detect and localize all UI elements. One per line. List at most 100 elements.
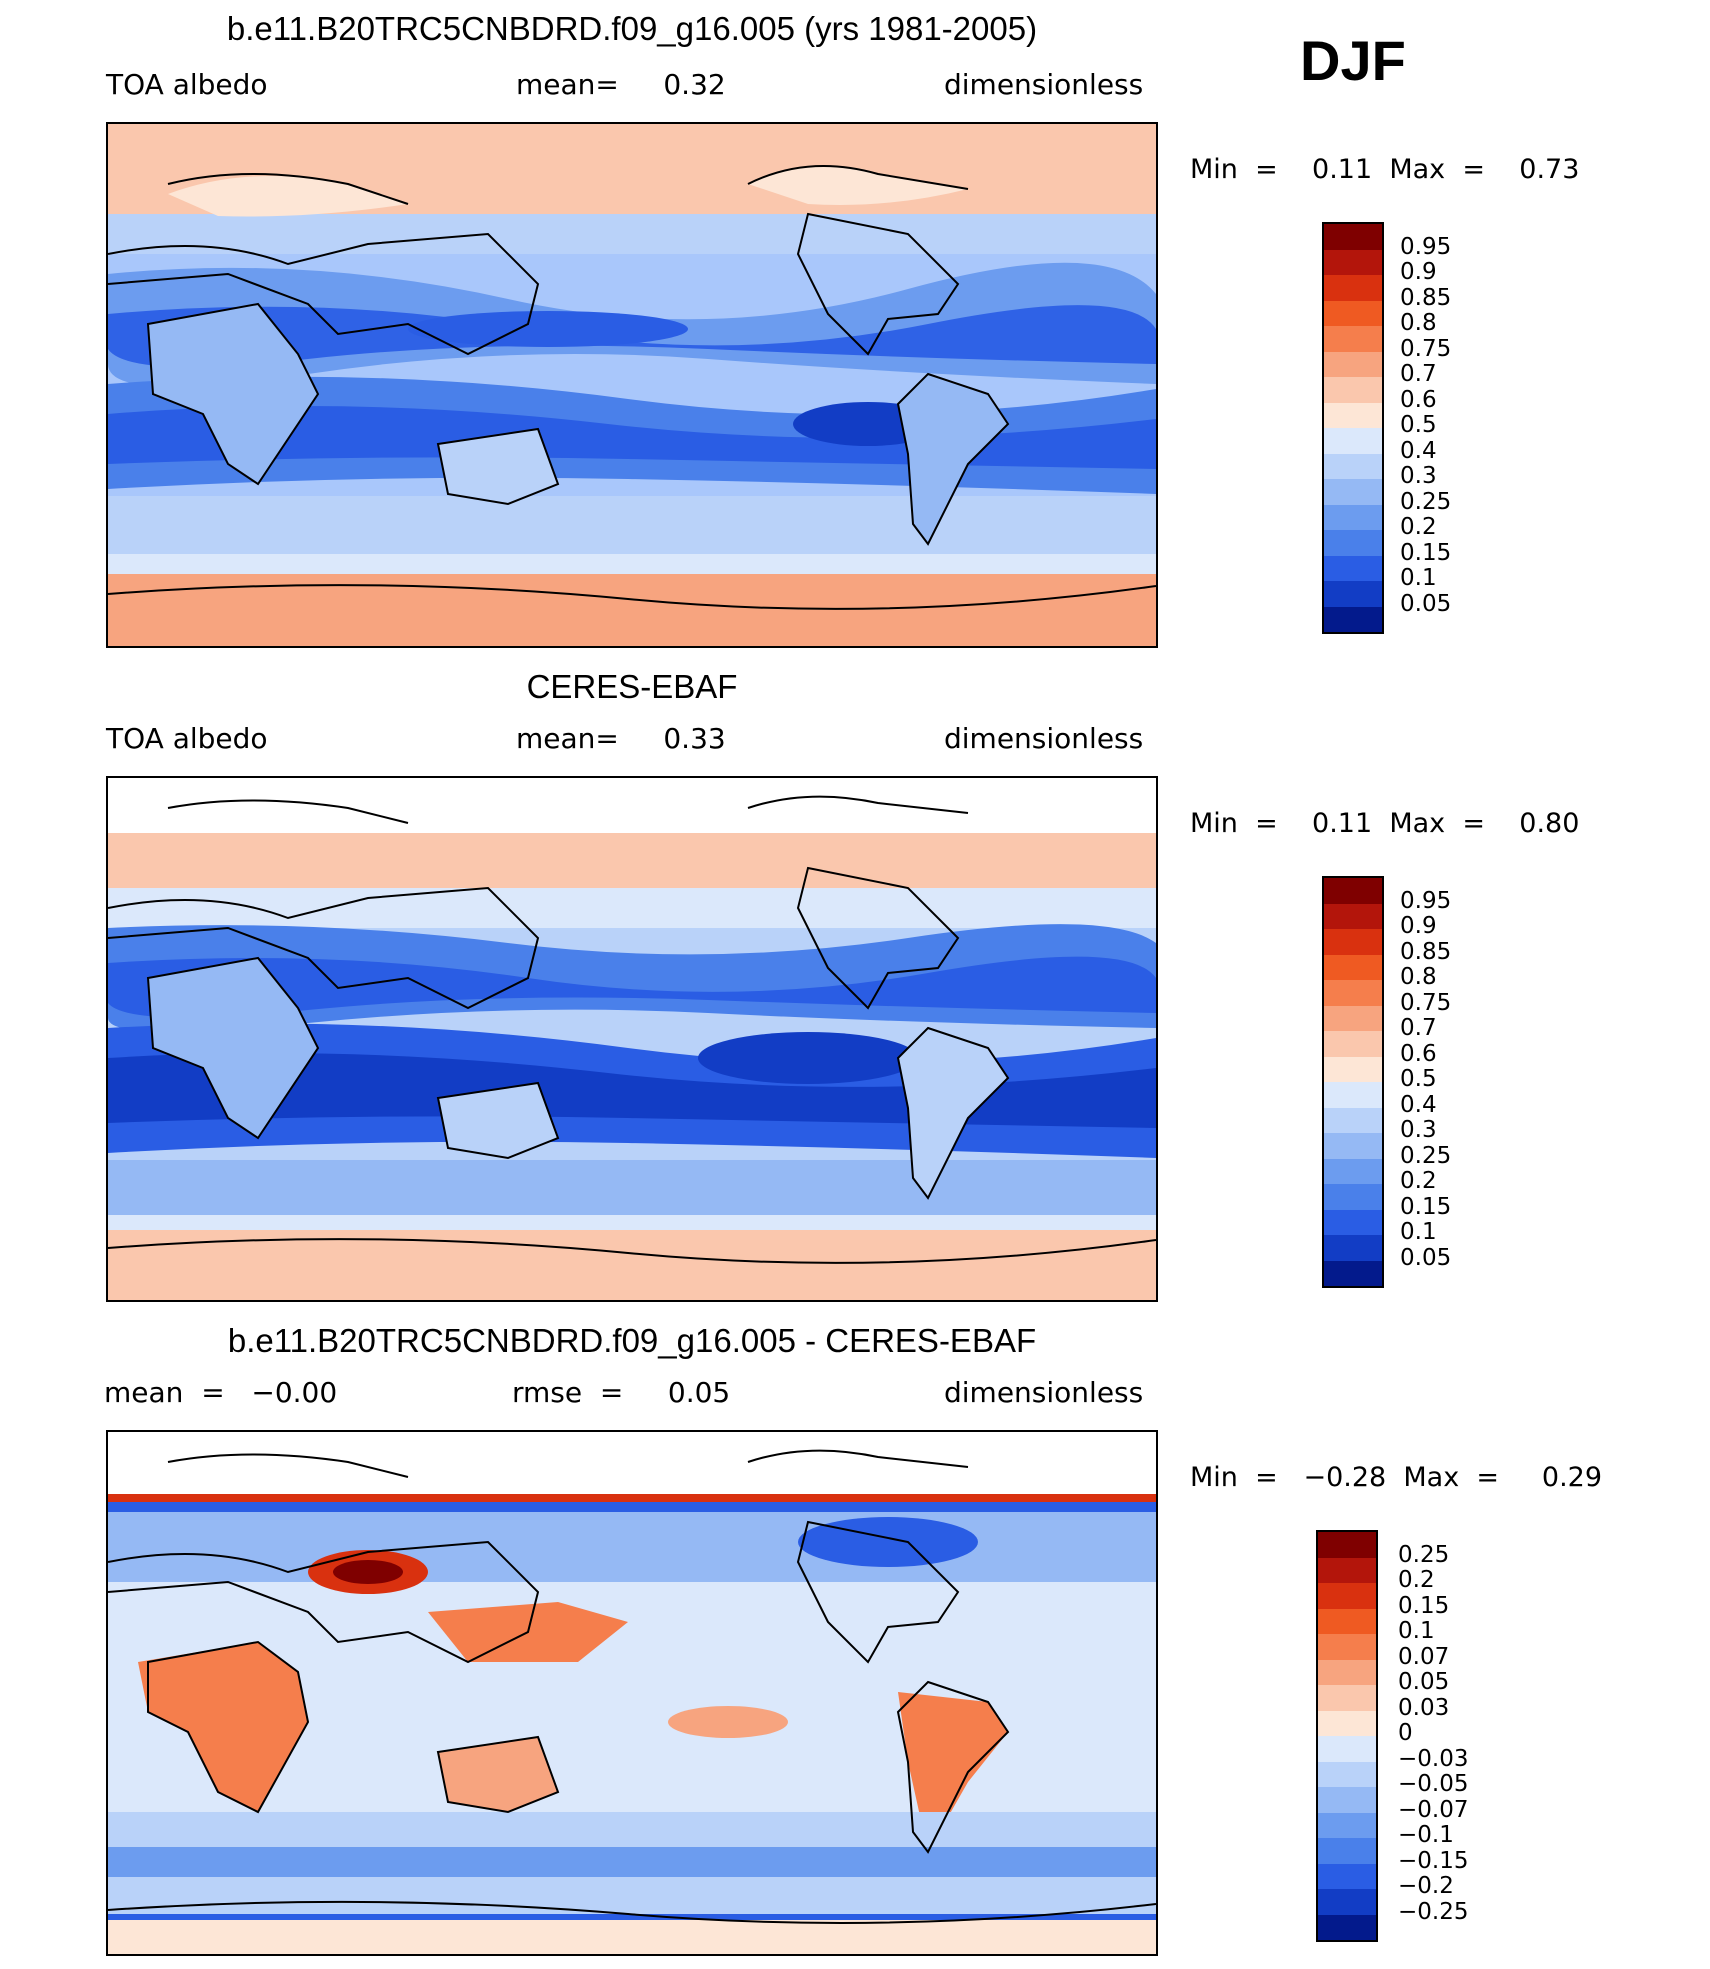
colorbar-box xyxy=(1318,1583,1376,1610)
colorbar-box xyxy=(1318,1812,1376,1839)
colorbar-tick-label: 0.8 xyxy=(1400,310,1437,336)
panel2-max-value: 0.80 xyxy=(1519,808,1580,839)
colorbar-box xyxy=(1324,402,1382,429)
panel1-units-label: dimensionless xyxy=(944,68,1144,101)
panel1-minmax: Min = 0.11 Max = 0.73 xyxy=(1190,154,1579,185)
colorbar-tick-label: 0.5 xyxy=(1400,1066,1437,1092)
colorbar-tick-label: 0.2 xyxy=(1400,514,1437,540)
panel2-variable-label: TOA albedo xyxy=(106,722,268,755)
panel2-units-label: dimensionless xyxy=(944,722,1144,755)
colorbar-tick-label: 0.75 xyxy=(1400,335,1452,362)
colorbar-box xyxy=(1324,530,1382,557)
panel3-colorbar xyxy=(1316,1530,1378,1942)
colorbar-tick-label: −0.1 xyxy=(1398,1822,1454,1848)
colorbar-tick-label: 0.95 xyxy=(1400,887,1452,914)
colorbar-tick-label: 0.05 xyxy=(1398,1669,1450,1695)
panel1-max-label: Max = xyxy=(1389,154,1485,185)
colorbar-box xyxy=(1318,1736,1376,1763)
colorbar-tick-label: 0.7 xyxy=(1400,361,1437,387)
panel2-min-label: Min = xyxy=(1190,808,1278,839)
colorbar-box xyxy=(1324,224,1382,251)
colorbar-box xyxy=(1324,275,1382,302)
colorbar-tick-label: −0.03 xyxy=(1398,1745,1469,1772)
colorbar-box xyxy=(1318,1889,1376,1916)
colorbar-tick-label: 0.4 xyxy=(1400,437,1437,464)
colorbar-box xyxy=(1324,326,1382,353)
panel1-variable-label: TOA albedo xyxy=(106,68,268,101)
panel2-mean-label: mean= 0.33 xyxy=(516,722,726,755)
colorbar-tick-label: 0.7 xyxy=(1400,1015,1437,1041)
colorbar-box xyxy=(1324,1005,1382,1032)
colorbar-tick-label: 0.25 xyxy=(1400,1142,1452,1169)
colorbar-tick-label: 0.2 xyxy=(1398,1567,1435,1593)
colorbar-tick-label: 0.3 xyxy=(1400,463,1437,489)
colorbar-tick-label: 0.9 xyxy=(1400,259,1437,285)
colorbar-box xyxy=(1324,980,1382,1007)
colorbar-tick-label: 0.3 xyxy=(1400,1117,1437,1143)
panel3-map xyxy=(106,1430,1158,1956)
colorbar-tick-label: −0.05 xyxy=(1398,1771,1469,1797)
panel3-max-value: 0.29 xyxy=(1541,1462,1603,1493)
colorbar-box xyxy=(1318,1710,1376,1737)
panel1-title: b.e11.B20TRC5CNBDRD.f09_g16.005 (yrs 198… xyxy=(226,10,1038,47)
panel2-map xyxy=(106,776,1158,1302)
season-label: DJF xyxy=(1300,29,1406,92)
colorbar-tick-label: 0.1 xyxy=(1400,565,1437,591)
colorbar-box xyxy=(1318,1914,1376,1941)
colorbar-tick-label: 0.05 xyxy=(1400,590,1452,617)
colorbar-box xyxy=(1318,1634,1376,1661)
colorbar-box xyxy=(1318,1838,1376,1865)
colorbar-box xyxy=(1324,606,1382,633)
colorbar-tick-label: −0.15 xyxy=(1398,1847,1469,1874)
panel2-minmax: Min = 0.11 Max = 0.80 xyxy=(1190,808,1579,839)
panel1-min-value: 0.11 xyxy=(1312,154,1373,185)
panel3-min-label: Min = xyxy=(1190,1462,1278,1493)
colorbar-box xyxy=(1318,1685,1376,1712)
colorbar-box xyxy=(1324,351,1382,378)
panel3-title: b.e11.B20TRC5CNBDRD.f09_g16.005 - CERES-… xyxy=(227,1322,1037,1359)
colorbar-tick-label: 0.15 xyxy=(1400,539,1452,566)
colorbar-tick-label: 0.4 xyxy=(1400,1091,1437,1118)
colorbar-tick-label: −0.25 xyxy=(1398,1898,1469,1925)
panel2-min-value: 0.11 xyxy=(1312,808,1373,839)
colorbar-tick-label: 0.07 xyxy=(1398,1643,1450,1670)
colorbar-tick-label: 0 xyxy=(1398,1720,1413,1746)
colorbar-box xyxy=(1324,504,1382,531)
panel1-max-value: 0.73 xyxy=(1519,154,1580,185)
colorbar-box xyxy=(1318,1863,1376,1890)
panel1-mean-label: mean= 0.32 xyxy=(516,68,726,101)
colorbar-tick-label: 0.1 xyxy=(1398,1618,1435,1644)
colorbar-box xyxy=(1318,1659,1376,1686)
colorbar-tick-label: 0.8 xyxy=(1400,964,1437,990)
colorbar-box xyxy=(1324,377,1382,404)
colorbar-box xyxy=(1324,479,1382,506)
panel3-max-label: Max = xyxy=(1403,1462,1499,1493)
panel1-colorbar xyxy=(1322,222,1384,634)
colorbar-tick-label: 0.15 xyxy=(1400,1193,1452,1220)
colorbar-box xyxy=(1324,878,1382,905)
panel2-colorbar xyxy=(1322,876,1384,1288)
colorbar-box xyxy=(1324,300,1382,327)
colorbar-box xyxy=(1318,1787,1376,1814)
colorbar-box xyxy=(1324,1260,1382,1287)
colorbar-box xyxy=(1324,249,1382,276)
colorbar-box xyxy=(1324,929,1382,956)
colorbar-tick-label: 0.03 xyxy=(1398,1694,1450,1721)
colorbar-box xyxy=(1324,1082,1382,1109)
colorbar-tick-label: 0.6 xyxy=(1400,386,1437,413)
colorbar-box xyxy=(1318,1532,1376,1559)
panel1-map xyxy=(106,122,1158,648)
colorbar-box xyxy=(1324,1056,1382,1083)
colorbar-box xyxy=(1318,1557,1376,1584)
colorbar-box xyxy=(1324,1184,1382,1211)
panel3-mean-label: mean = −0.00 xyxy=(104,1376,338,1409)
colorbar-tick-label: 0.75 xyxy=(1400,989,1452,1016)
colorbar-box xyxy=(1324,954,1382,981)
colorbar-box xyxy=(1324,1235,1382,1262)
colorbar-tick-label: 0.2 xyxy=(1400,1168,1437,1194)
colorbar-box xyxy=(1318,1608,1376,1635)
colorbar-tick-label: 0.85 xyxy=(1400,938,1452,965)
colorbar-box xyxy=(1318,1761,1376,1788)
colorbar-tick-label: 0.95 xyxy=(1400,233,1452,260)
colorbar-box xyxy=(1324,1133,1382,1160)
